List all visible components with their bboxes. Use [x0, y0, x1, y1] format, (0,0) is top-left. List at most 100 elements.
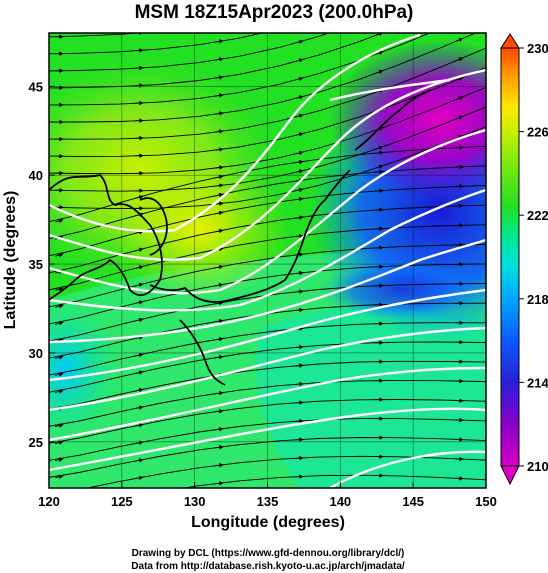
flow-arrow	[135, 405, 144, 410]
flow-arrow	[294, 344, 304, 350]
streamline	[49, 86, 486, 175]
flow-arrow	[294, 76, 304, 82]
flow-arrow	[135, 458, 144, 463]
y-axis-title: Latitude (degrees)	[2, 191, 19, 330]
flow-arrow	[214, 201, 224, 206]
colorbar-tick-label: 214	[527, 375, 548, 390]
colorbar-tick-label: 210	[527, 459, 548, 474]
flow-arrow	[54, 321, 64, 326]
flow-arrow	[215, 354, 224, 360]
x-tick-label: 120	[38, 494, 60, 509]
hokkaido	[354, 89, 431, 151]
flow-arrow	[215, 210, 224, 216]
flow-arrow	[294, 169, 304, 174]
flow-arrow	[55, 218, 64, 224]
flow-arrow	[134, 195, 144, 200]
flow-arrow	[215, 39, 224, 44]
flow-arrow	[134, 352, 144, 358]
flow-arrow	[214, 165, 224, 170]
streamline	[49, 33, 384, 89]
flow-arrow	[294, 289, 304, 294]
flow-arrow	[55, 286, 64, 292]
flow-arrow	[375, 164, 384, 169]
streamline	[49, 283, 486, 342]
cool-patch-southwest	[49, 300, 120, 440]
colorbar-max-arrow	[500, 33, 520, 49]
flow-arrow	[375, 145, 384, 150]
flow-arrow	[294, 437, 304, 442]
honshu-north	[304, 169, 351, 236]
colorbar-tick-label: 226	[527, 125, 548, 140]
korean-peninsula	[139, 197, 168, 256]
flow-arrow	[214, 93, 224, 98]
streamline	[49, 360, 486, 410]
flow-arrow	[215, 300, 224, 306]
x-axis: 120 125 130 135 140 145 150	[38, 482, 497, 509]
flow-arrow	[214, 390, 224, 396]
x-tick-label: 125	[111, 494, 133, 509]
flow-arrow	[214, 111, 224, 116]
flow-arrow	[294, 307, 304, 313]
x-axis-title: Longitude (degrees)	[191, 514, 345, 531]
flow-arrow	[214, 426, 224, 432]
streamline	[49, 165, 486, 240]
flow-arrow	[55, 252, 64, 258]
flow-arrow	[214, 129, 224, 134]
flow-arrow	[214, 445, 224, 450]
streamline	[49, 145, 486, 223]
flow-arrow	[134, 247, 144, 252]
flow-arrow	[134, 83, 144, 88]
streamline	[49, 302, 486, 359]
flow-arrow	[135, 387, 144, 393]
flow-arrow	[294, 132, 304, 137]
streamline	[49, 33, 265, 55]
flow-arrow	[374, 150, 384, 156]
flow-arrow	[294, 159, 304, 165]
flow-arrow	[214, 183, 224, 188]
x-tick-label: 150	[475, 494, 497, 509]
mainland-coast	[49, 174, 163, 301]
colorbar-ticks: 230 226 222 218 214 210	[519, 41, 548, 474]
flow-arrow	[54, 304, 64, 309]
flow-arrow	[214, 75, 224, 80]
streamline	[49, 418, 486, 461]
streamline	[49, 33, 477, 123]
flow-arrow	[215, 228, 224, 234]
flow-arrow	[135, 423, 144, 428]
flow-arrow	[135, 495, 143, 496]
x-tick-label: 145	[402, 494, 424, 509]
flow-arrow	[54, 355, 64, 360]
flow-arrow	[455, 96, 464, 101]
flow-arrow	[215, 336, 224, 342]
colorbar-tick-label: 230	[527, 41, 548, 56]
flow-arrow	[294, 196, 304, 202]
map-panel[interactable]	[0, 0, 548, 513]
flow-arrow	[214, 408, 224, 414]
chart-title: MSM 18Z15Apr2023 (200.0hPa)	[135, 2, 414, 23]
flow-arrow	[455, 0, 462, 3]
japan-west-coast	[149, 234, 306, 303]
flow-arrow	[294, 455, 304, 461]
flow-arrow	[294, 252, 304, 257]
streamline	[49, 33, 331, 72]
flow-arrow	[135, 475, 144, 481]
flow-arrow	[374, 226, 384, 231]
cold-tongue	[320, 260, 480, 320]
flow-arrow	[294, 150, 304, 156]
flow-arrow	[294, 215, 304, 220]
flow-arrow	[215, 192, 224, 198]
x-tick-label: 130	[184, 494, 206, 509]
streamline	[49, 341, 486, 393]
flow-arrow	[294, 381, 304, 387]
flow-arrow	[214, 174, 224, 180]
x-tick-label: 135	[257, 494, 279, 509]
flow-arrow	[294, 113, 304, 119]
colorbar-tick-label: 222	[527, 208, 548, 223]
streamline	[180, 474, 486, 488]
flow-arrow	[294, 58, 304, 63]
flow-arrow	[294, 418, 304, 424]
streamline	[49, 106, 486, 192]
flow-arrow	[294, 187, 304, 193]
flow-arrow	[214, 147, 224, 152]
